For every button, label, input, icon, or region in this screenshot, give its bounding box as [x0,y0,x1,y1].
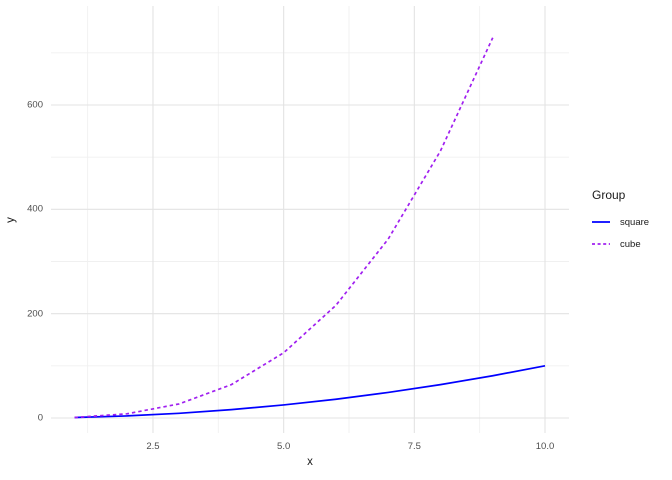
legend-entry-cube: cube [592,233,672,255]
legend-entries: square cube [592,211,672,255]
legend-entry-square: square [592,211,672,233]
x-axis-title: x [307,456,313,468]
y-tick-label: 200 [27,308,43,320]
x-tick-label: 5.0 [277,441,291,452]
legend-label: square [620,216,650,228]
series-line-square [74,365,546,419]
x-tick-label: 2.5 [146,441,160,452]
legend-key-line-cube [592,243,610,245]
legend-key-line-square [592,221,610,223]
legend: Group square cube [592,188,672,255]
x-tick-label: 10.0 [535,441,555,452]
legend-label: cube [620,238,641,250]
y-tick-label: 400 [27,203,43,215]
legend-title: Group [592,188,626,202]
y-axis-title: y [5,217,17,223]
y-tick-label: 0 [37,412,43,424]
y-tick-label: 600 [27,99,43,111]
x-tick-label: 7.5 [407,441,421,452]
